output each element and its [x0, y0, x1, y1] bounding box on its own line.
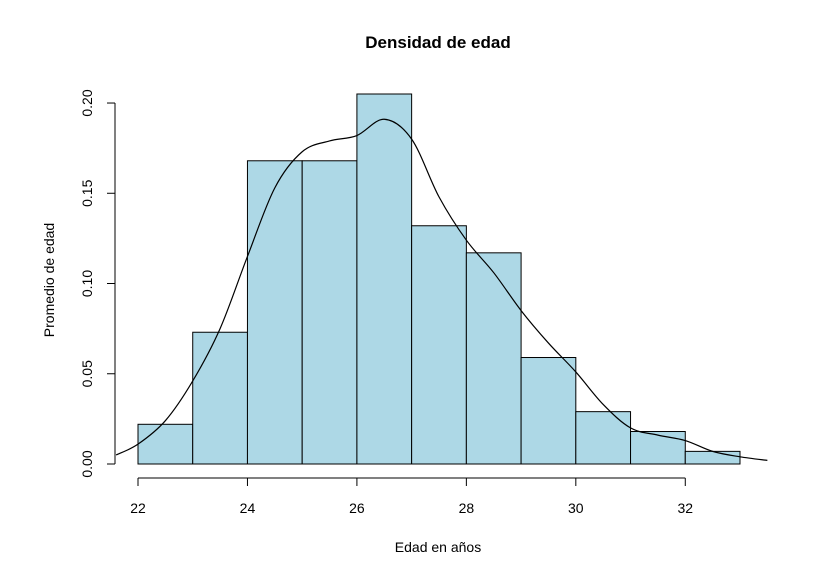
- histogram-bar: [246, 160, 303, 465]
- y-axis-label: Promedio de edad: [41, 223, 57, 337]
- y-tick-label: 0.00: [79, 450, 95, 477]
- density-curve-line: [115, 118, 768, 461]
- histogram-bar: [192, 331, 248, 465]
- chart-title: Densidad de edad: [365, 33, 510, 52]
- y-axis: 0.00 0.05 0.10 0.15 0.20: [79, 89, 116, 478]
- histogram-bar: [301, 160, 358, 465]
- histogram-bar: [630, 431, 686, 465]
- histogram-bar: [137, 423, 194, 465]
- histogram-bar: [575, 411, 632, 465]
- histogram-bar: [520, 357, 577, 465]
- x-tick-label: 26: [349, 500, 365, 516]
- x-tick-label: 30: [568, 500, 584, 516]
- x-tick-label: 28: [459, 500, 475, 516]
- histogram-bar: [356, 93, 413, 465]
- density-curve-group: [115, 118, 768, 461]
- y-tick-label: 0.05: [79, 360, 95, 387]
- x-tick-label: 24: [240, 500, 256, 516]
- x-axis: 22 24 26 28 30 32: [130, 477, 693, 516]
- histogram-bar: [465, 252, 522, 465]
- y-tick-label: 0.20: [79, 89, 95, 116]
- histogram-bars: [137, 93, 741, 465]
- histogram-bar: [411, 225, 467, 465]
- y-tick-label: 0.10: [79, 270, 95, 297]
- x-tick-label: 22: [130, 500, 146, 516]
- histogram-bar: [684, 450, 741, 465]
- x-tick-label: 32: [677, 500, 693, 516]
- y-tick-label: 0.15: [79, 179, 95, 206]
- x-axis-label: Edad en años: [395, 539, 481, 555]
